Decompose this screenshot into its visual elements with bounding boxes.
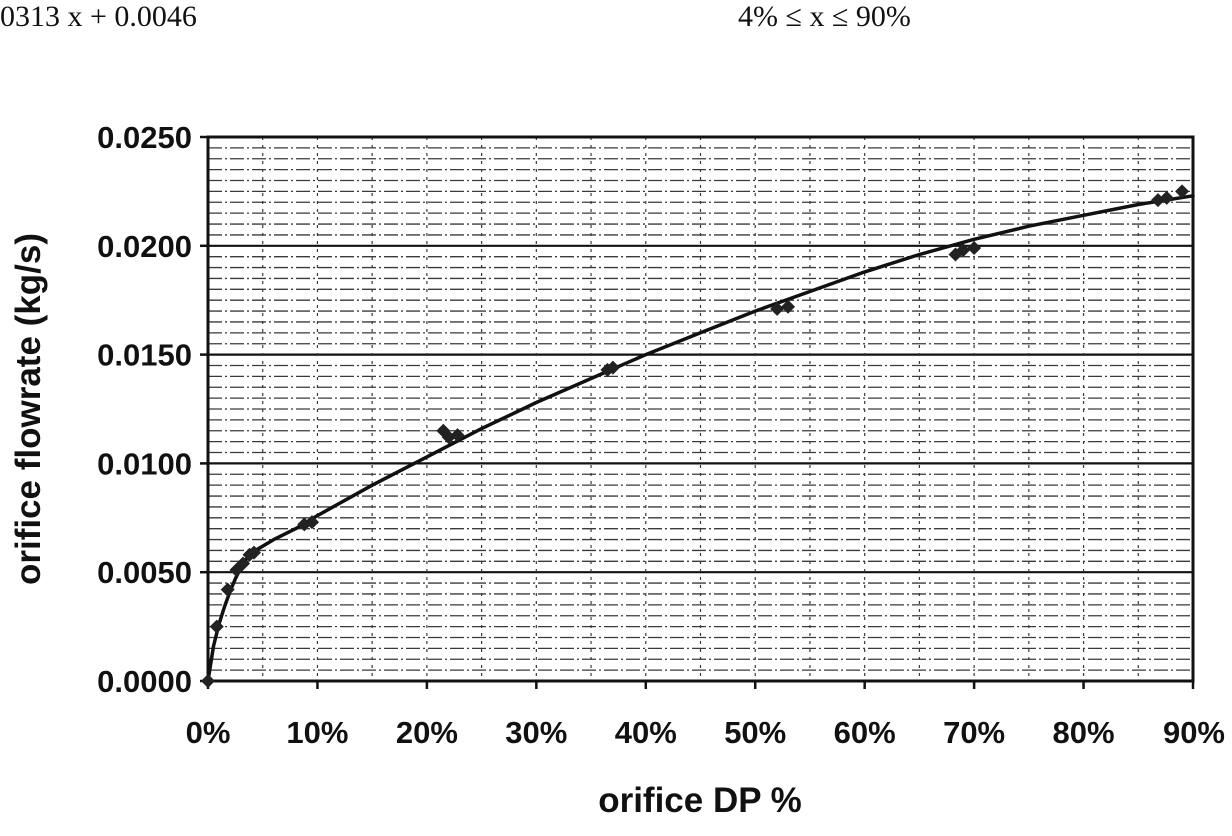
data-point [246, 545, 261, 560]
data-point [201, 674, 215, 688]
x-tick-label: 60% [834, 715, 896, 750]
data-point [770, 301, 785, 316]
data-point [1175, 184, 1190, 199]
x-axis-title: orifice DP % [598, 781, 802, 820]
data-point [605, 360, 620, 375]
range-text: 4% ≤ x ≤ 90% [738, 0, 911, 33]
y-tick-label: 0.0100 [97, 446, 192, 481]
grid [208, 137, 1193, 681]
x-tick-label: 0% [186, 715, 231, 750]
y-tick-label: 0.0150 [97, 338, 192, 373]
x-tick-label: 30% [505, 715, 567, 750]
y-tick-label: 0.0250 [97, 120, 192, 155]
data-point [781, 299, 796, 314]
data-point [209, 619, 224, 634]
x-tick-label: 20% [396, 715, 458, 750]
x-tick-label: 90% [1163, 715, 1225, 750]
fit-curve [206, 194, 1195, 683]
x-axis-ticks: 0% 10% 20% 30% 40% 50% 60% 70% 80% 90% [186, 681, 1225, 750]
data-point [1159, 190, 1174, 205]
x-tick-label: 50% [724, 715, 786, 750]
data-point [967, 240, 982, 255]
y-tick-label: 0.0000 [97, 664, 192, 699]
x-tick-label: 80% [1053, 715, 1115, 750]
y-axis-ticks: 0.0000 0.0050 0.0100 0.0150 0.0200 0.0250 [97, 120, 208, 699]
data-point [956, 243, 971, 258]
x-tick-label: 40% [615, 715, 677, 750]
data-point [450, 428, 465, 443]
equation-text: 0313 x + 0.0046 [0, 0, 197, 33]
data-point [220, 582, 235, 597]
data-markers [201, 184, 1190, 688]
plot-area-frame [206, 135, 1195, 683]
y-tick-label: 0.0050 [97, 555, 192, 590]
x-tick-label: 10% [286, 715, 348, 750]
x-tick-label: 70% [943, 715, 1005, 750]
data-point [236, 556, 251, 571]
y-tick-label: 0.0200 [97, 229, 192, 264]
data-point [304, 515, 319, 530]
y-axis-title: orifice flowrate (kg/s) [9, 233, 48, 585]
